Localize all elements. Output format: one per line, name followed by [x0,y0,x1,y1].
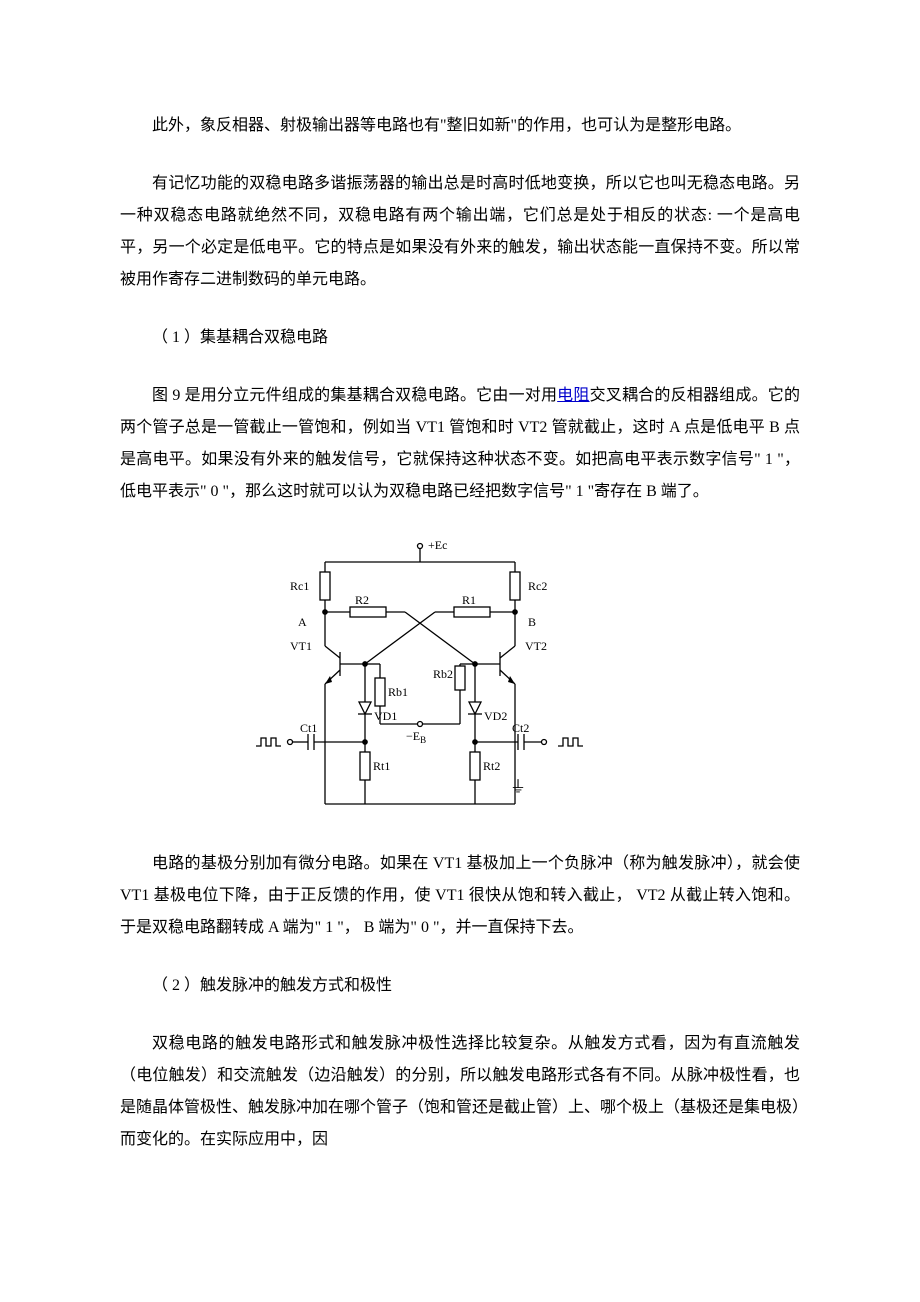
label-rb2: Rb2 [433,667,453,681]
label-vd2: VD2 [484,709,507,723]
label-vd1: VD1 [374,709,397,723]
resistor-link[interactable]: 电阻 [557,387,589,404]
heading-2: （ 2 ）触发脉冲的触发方式和极性 [120,970,800,1002]
label-ec: +Ec [428,538,447,552]
paragraph-5: 双稳电路的触发电路形式和触发脉冲极性选择比较复杂。从触发方式看，因为有直流触发（… [120,1028,800,1156]
paragraph-2: 有记忆功能的双稳电路多谐振荡器的输出总是时高时低地变换，所以它也叫无稳态电路。另… [120,168,800,296]
p3-text-before-link: 图 9 是用分立元件组成的集基耦合双稳电路。它由一对用 [152,387,557,404]
circuit-svg: +Ec Rc1 Rc2 A B [250,534,590,824]
paragraph-3: 图 9 是用分立元件组成的集基耦合双稳电路。它由一对用电阻交叉耦合的反相器组成。… [120,380,800,508]
document-page: 此外，象反相器、射极输出器等电路也有"整旧如新"的作用，也可认为是整形电路。 有… [0,0,920,1242]
label-eb: −EB [406,729,426,745]
label-ct2: Ct2 [512,721,529,735]
label-rc1: Rc1 [290,579,309,593]
label-r1: R1 [462,593,476,607]
label-rc2: Rc2 [528,579,547,593]
ground-icon: ⏚ [510,778,526,796]
figure-9-circuit: +Ec Rc1 Rc2 A B [250,534,590,824]
label-vt2: VT2 [525,639,547,653]
paragraph-1: 此外，象反相器、射极输出器等电路也有"整旧如新"的作用，也可认为是整形电路。 [120,110,800,142]
label-rb1: Rb1 [388,685,408,699]
label-vt1: VT1 [290,639,312,653]
label-rt1: Rt1 [373,759,390,773]
label-b: B [528,615,536,629]
heading-1: （ 1 ）集基耦合双稳电路 [120,322,800,354]
paragraph-4: 电路的基极分别加有微分电路。如果在 VT1 基极加上一个负脉冲（称为触发脉冲），… [120,848,800,944]
label-ct1: Ct1 [300,721,317,735]
label-rt2: Rt2 [483,759,500,773]
label-r2: R2 [355,593,369,607]
label-a: A [298,615,307,629]
